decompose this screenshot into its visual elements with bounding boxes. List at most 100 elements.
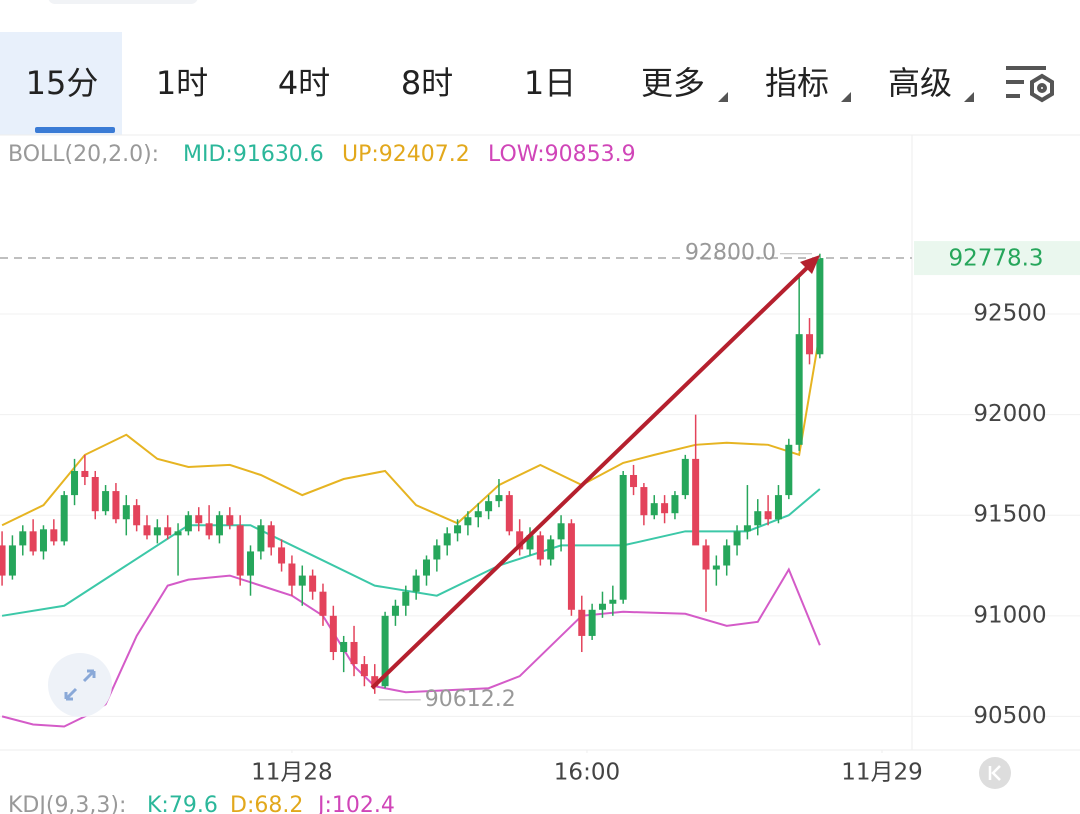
tab[interactable]: 4时 (278, 64, 330, 102)
indicator-label: BOLL(20,2.0): (8, 142, 159, 167)
x-tick-label: 11月29 (841, 760, 923, 786)
candle-body (516, 531, 524, 550)
min-label: 90612.2 (425, 687, 516, 712)
last-price-tag (914, 241, 1080, 276)
candle-body (371, 676, 379, 687)
tab[interactable]: 指标 (765, 64, 829, 102)
legend-mid: MID:91630.6 (183, 142, 324, 167)
settings-icon[interactable] (1006, 66, 1054, 103)
candle-body (81, 470, 89, 478)
legend-low: LOW:90853.9 (488, 142, 636, 167)
candle-body (774, 495, 782, 520)
tab[interactable]: 高级 (888, 64, 952, 102)
candle-body (816, 258, 824, 355)
y-tick-label: 92000 (973, 401, 1046, 427)
candle-body (443, 533, 451, 546)
kdj-label: KDJ(9,3,3): (8, 793, 126, 814)
candle-body (215, 515, 223, 536)
candle-body (164, 527, 172, 536)
tab[interactable]: 1时 (156, 64, 208, 102)
candle-body (102, 491, 110, 512)
candle-body (184, 515, 192, 532)
candle-body (360, 664, 368, 677)
candle-body (661, 503, 669, 514)
candle-body (19, 531, 27, 546)
bollinger-band (1, 332, 821, 527)
candle-body (681, 458, 689, 496)
candle-body (806, 334, 814, 355)
candle-body (247, 551, 255, 576)
candle-body (692, 458, 700, 546)
candle-body (91, 477, 99, 512)
candle-body (733, 531, 741, 546)
candle-body (723, 545, 731, 566)
top-pill (48, 0, 198, 4)
max-label: 92800.0 (685, 241, 776, 266)
candle-body (60, 495, 68, 542)
candle-body (122, 505, 130, 520)
candle-body (412, 575, 420, 592)
candle-body (309, 575, 317, 592)
tab-underline (35, 127, 115, 133)
tab[interactable]: 8时 (401, 64, 453, 102)
candle-body (754, 511, 762, 526)
candle-body (205, 523, 213, 536)
dropdown-arrow (718, 92, 728, 102)
candle-body (630, 474, 638, 488)
candle-body (578, 609, 586, 636)
candle-body (588, 609, 596, 636)
candle-body (526, 535, 534, 550)
kdj-k: K:79.6 (147, 793, 218, 814)
candle-body (298, 575, 306, 586)
candle-body (609, 599, 617, 604)
arrow-head (800, 255, 820, 274)
y-tick-label: 91500 (973, 502, 1046, 528)
zoom-button[interactable] (48, 653, 112, 717)
candle-body (195, 515, 203, 524)
candle-body (319, 591, 327, 616)
candle-body (764, 511, 772, 520)
tab[interactable]: 15分 (26, 64, 99, 102)
candle-body (71, 470, 79, 496)
candle-body (236, 525, 244, 576)
candle-body (8, 545, 16, 576)
trend-arrow (370, 261, 814, 690)
tab[interactable]: 1日 (524, 64, 576, 102)
candle-body (133, 505, 141, 526)
candle-body (153, 527, 161, 536)
candle-body (39, 529, 47, 552)
candle-body (547, 539, 555, 560)
candle-body (267, 525, 275, 548)
candle-body (702, 545, 710, 570)
scroll-left-button[interactable] (979, 757, 1011, 789)
candle-body (454, 525, 462, 534)
candle-body (536, 535, 544, 560)
legend-up: UP:92407.2 (342, 142, 470, 167)
dropdown-arrow (841, 92, 851, 102)
candle-body (0, 545, 6, 576)
tab-selected-bg (0, 32, 122, 135)
kdj-j: J:102.4 (316, 793, 395, 814)
bollinger-band (1, 488, 821, 617)
candle-body (505, 495, 513, 532)
candle-body (257, 525, 265, 552)
candle-body (329, 615, 337, 653)
last-price-label: 92778.3 (948, 246, 1043, 272)
candle-body (50, 529, 58, 542)
y-tick-label: 90500 (973, 703, 1046, 729)
y-tick-label: 92500 (973, 301, 1046, 327)
candle-body (619, 474, 627, 600)
candle-body (112, 491, 120, 520)
candle-body (671, 495, 679, 514)
candle-body (422, 559, 430, 576)
x-tick-label: 16:00 (554, 760, 620, 786)
candle-body (433, 545, 441, 560)
x-tick-label: 11月28 (251, 760, 333, 786)
candle-body (712, 565, 720, 570)
tab[interactable]: 更多 (641, 64, 705, 102)
candle-body (650, 503, 658, 516)
candle-body (464, 517, 472, 526)
candle-body (495, 495, 503, 502)
dropdown-arrow (964, 92, 974, 102)
